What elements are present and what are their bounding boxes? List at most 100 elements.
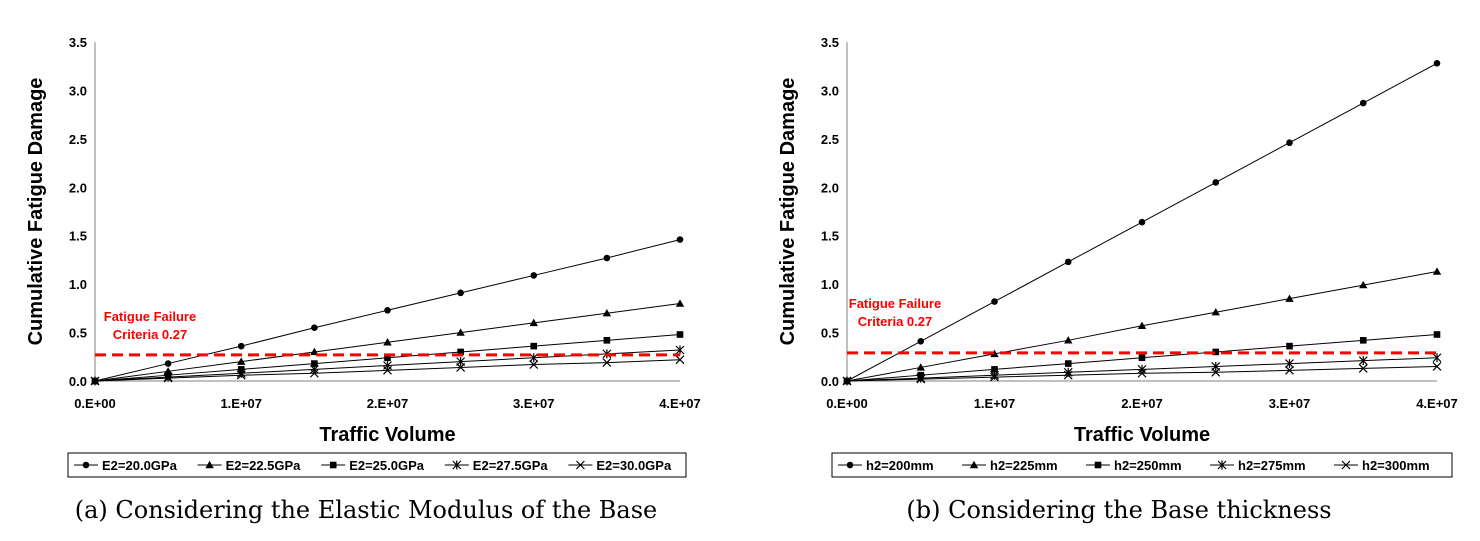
data-point bbox=[1359, 337, 1367, 344]
data-point bbox=[1433, 60, 1441, 67]
data-point bbox=[675, 299, 685, 307]
legend-item: E2=25.0GPa bbox=[321, 458, 425, 473]
legend-box bbox=[831, 452, 1453, 478]
legend-item: h2=200mm bbox=[838, 458, 934, 473]
y-axis-title: Cumulative Fatigue Damage bbox=[25, 78, 47, 346]
legend-label: E2=30.0GPa bbox=[596, 458, 672, 473]
y-tick-label: 0.0 bbox=[69, 374, 87, 389]
data-point bbox=[1137, 368, 1147, 378]
data-point bbox=[383, 338, 392, 346]
data-point bbox=[530, 272, 538, 279]
data-point bbox=[384, 306, 391, 314]
data-point bbox=[1211, 367, 1221, 377]
data-point bbox=[990, 372, 999, 382]
data-point bbox=[603, 254, 611, 262]
series-1 bbox=[91, 236, 684, 385]
data-point bbox=[1285, 359, 1294, 369]
chart-svg-b: (b) Considering the Base thickness 0.0 0.… bbox=[777, 35, 1458, 524]
y-tick-label: 3.0 bbox=[69, 83, 87, 98]
legend-label: h2=250mm bbox=[1114, 458, 1182, 473]
legend-item: E2=20.0GPa bbox=[74, 458, 178, 473]
data-point bbox=[602, 358, 612, 368]
legend-label: h2=300mm bbox=[1362, 458, 1430, 473]
y-tick-label: 0.0 bbox=[821, 374, 839, 389]
legend-item: h2=275mm bbox=[1210, 458, 1306, 473]
criteria-label-line2: Criteria 0.27 bbox=[113, 327, 187, 342]
legend-marker bbox=[846, 461, 854, 469]
data-point bbox=[1138, 218, 1146, 226]
x-tick-label: 2.E+07 bbox=[367, 396, 409, 411]
data-point bbox=[916, 363, 925, 371]
data-point bbox=[164, 360, 172, 367]
legend-label: E2=20.0GPa bbox=[102, 458, 178, 473]
data-point bbox=[90, 376, 100, 386]
y-tick-label: 3.5 bbox=[821, 35, 839, 50]
legend-label: h2=225mm bbox=[990, 458, 1058, 473]
x-tick-label: 2.E+07 bbox=[1121, 396, 1163, 411]
data-point bbox=[1064, 360, 1072, 367]
data-point bbox=[990, 370, 999, 380]
y-tick-label: 1.5 bbox=[69, 229, 87, 244]
data-point bbox=[1138, 354, 1146, 362]
legend-marker bbox=[1094, 461, 1102, 469]
x-tick-label: 0.E+00 bbox=[74, 396, 116, 411]
legend-item: E2=30.0GPa bbox=[568, 458, 672, 473]
data-point bbox=[1212, 348, 1220, 356]
data-point bbox=[236, 368, 246, 378]
data-point bbox=[309, 368, 319, 378]
legend-item: E2=27.5GPa bbox=[444, 458, 548, 473]
data-point bbox=[457, 289, 464, 297]
y-tick-label: 0.5 bbox=[69, 326, 87, 341]
legend-item: h2=250mm bbox=[1086, 458, 1182, 473]
data-point bbox=[163, 373, 173, 383]
x-tick-label: 1.E+07 bbox=[220, 396, 262, 411]
data-point bbox=[457, 348, 464, 356]
data-point bbox=[1358, 363, 1368, 373]
data-point bbox=[1432, 267, 1442, 275]
criteria-label-line1: Fatigue Failure bbox=[849, 296, 941, 311]
y-tick-label: 1.0 bbox=[821, 277, 839, 292]
data-point bbox=[163, 372, 173, 382]
data-point bbox=[311, 360, 318, 367]
data-point bbox=[456, 328, 465, 336]
data-point bbox=[1358, 356, 1368, 366]
y-tick-label: 0.5 bbox=[821, 326, 839, 341]
legend-marker bbox=[329, 461, 337, 469]
legend-marker bbox=[205, 460, 214, 469]
y-tick-label: 1.0 bbox=[69, 277, 87, 292]
data-point bbox=[237, 342, 245, 350]
data-point bbox=[917, 337, 925, 345]
data-point bbox=[456, 363, 466, 372]
chart-panel-a: (a) Considering the Elastic Modulus of t… bbox=[0, 0, 740, 536]
data-point bbox=[1432, 353, 1442, 363]
data-point bbox=[309, 364, 319, 374]
data-point bbox=[916, 373, 926, 383]
x-axis-title: Traffic Volume bbox=[1074, 424, 1210, 446]
data-point bbox=[1211, 308, 1220, 316]
data-point bbox=[1285, 294, 1294, 302]
legend-marker bbox=[1341, 460, 1351, 470]
legend-label: E2=25.0GPa bbox=[349, 458, 425, 473]
data-point bbox=[1432, 362, 1442, 371]
x-tick-label: 0.E+00 bbox=[826, 396, 868, 411]
chart-svg-a: (a) Considering the Elastic Modulus of t… bbox=[25, 35, 701, 524]
data-point bbox=[1063, 370, 1073, 380]
data-point bbox=[529, 360, 539, 369]
series-5 bbox=[90, 355, 685, 386]
x-tick-label: 3.E+07 bbox=[513, 396, 555, 411]
caption-a: (a) Considering the Elastic Modulus of t… bbox=[75, 496, 658, 524]
data-point bbox=[1433, 331, 1441, 338]
series-5 bbox=[842, 362, 1442, 386]
legend-label: h2=200mm bbox=[866, 458, 934, 473]
legend: E2=20.0GPa E2=22.5GPa E2=25.0GPa E2=27.5GPa… bbox=[67, 452, 687, 478]
data-point bbox=[1064, 336, 1073, 344]
data-point bbox=[1137, 321, 1147, 329]
x-axis-title: Traffic Volume bbox=[319, 424, 455, 446]
legend: h2=200mm h2=225mm h2=250mm h2=275mm h2=300mm bbox=[831, 452, 1453, 478]
y-axis-title: Cumulative Fatigue Damage bbox=[777, 78, 799, 346]
data-point bbox=[383, 365, 392, 375]
data-point bbox=[842, 376, 852, 386]
data-point bbox=[1359, 280, 1368, 289]
legend-marker bbox=[1217, 460, 1227, 470]
y-tick-label: 2.5 bbox=[69, 132, 87, 147]
